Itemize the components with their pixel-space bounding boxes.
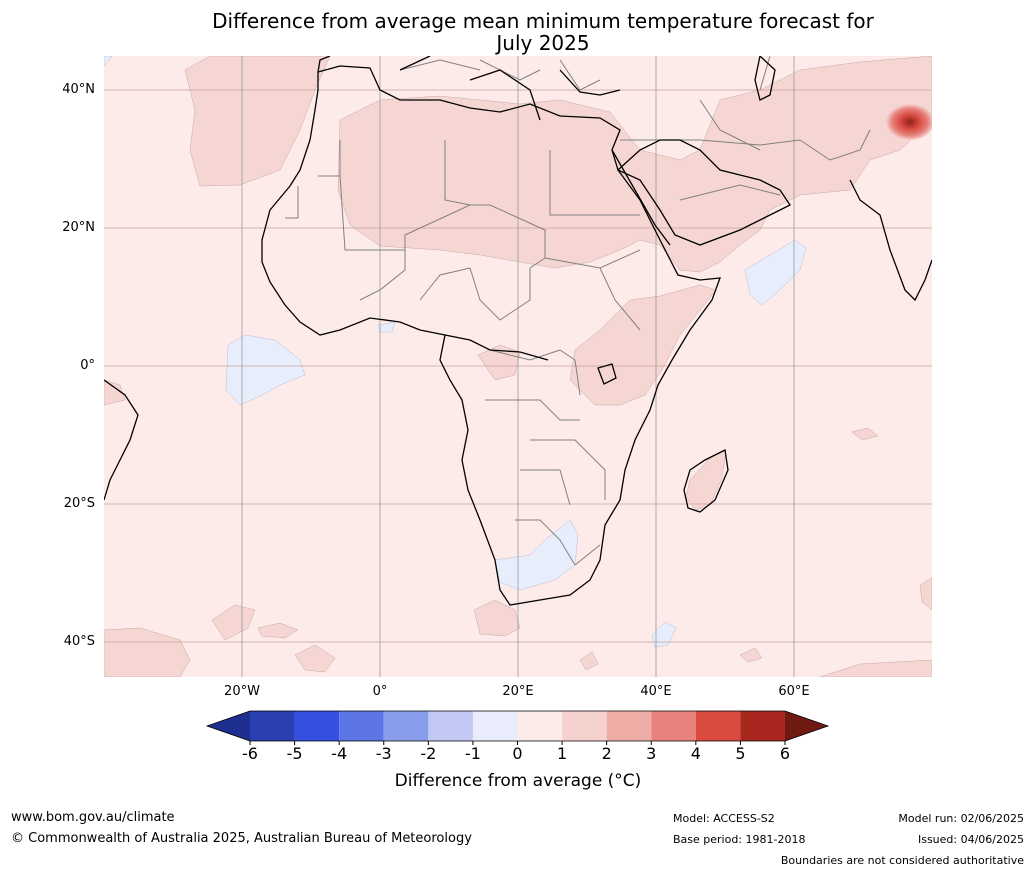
lake-victoria [597, 363, 617, 385]
warm-region-east-edge [919, 577, 932, 611]
caspian-coastline [754, 56, 776, 101]
colorbar-segment [606, 711, 652, 741]
lat-label: 40°N [62, 82, 95, 97]
lat-label: 20°S [63, 496, 95, 511]
south-america-coastline [104, 379, 139, 501]
colorbar-segment [383, 711, 429, 741]
colorbar-segment [562, 711, 607, 741]
colorbar-label: Difference from average (°C) [394, 771, 642, 791]
title-line-1: Difference from average mean minimum tem… [212, 9, 874, 33]
warm-region-south-atlantic [104, 627, 191, 677]
colorbar-segment [339, 711, 384, 741]
colorbar [205, 710, 830, 745]
gulf-of-guinea-coast [444, 334, 549, 361]
warm-region-small-6 [579, 651, 599, 671]
lon-label: 20°E [502, 684, 534, 699]
lat-label: 40°S [63, 634, 95, 649]
colorbar-segment [517, 711, 563, 741]
warm-region-congo [477, 344, 521, 381]
colorbar-segment [250, 711, 295, 741]
cool-region-northwest-corner [104, 56, 113, 67]
red-sea-coastline [611, 149, 671, 246]
colorbar-segment [740, 711, 785, 741]
lon-label: 40°E [640, 684, 672, 699]
warm-region-cape [473, 599, 521, 637]
colorbar-tick-label: -5 [286, 744, 303, 763]
colorbar-segment [472, 711, 518, 741]
cool-region-gulf-small [377, 321, 396, 333]
colorbar-tick-label: 5 [735, 744, 746, 763]
warm-region-atlantic-north [184, 56, 331, 187]
warm-region-small-1 [211, 604, 256, 641]
cool-region-arabian-sea [744, 239, 807, 306]
colorbar-max-extension [785, 711, 828, 741]
lat-label: 0° [80, 358, 95, 373]
warm-region-west-edge [104, 379, 126, 406]
colorbar-tick-label: 6 [779, 744, 791, 763]
arabia-coastline [616, 139, 791, 246]
lon-label: 20°W [224, 684, 260, 699]
footer-issued: Issued: 04/06/2025 [917, 833, 1024, 846]
gridlines [104, 56, 932, 677]
colorbar-segment [695, 711, 741, 741]
cool-region-south-atlantic [651, 621, 677, 648]
colorbar-tick-label: 0 [512, 744, 523, 763]
colorbar-segment [651, 711, 696, 741]
warm-region-east-africa [569, 284, 717, 406]
lon-label: 0° [372, 684, 388, 699]
europe-coastline [317, 56, 621, 121]
colorbar-tick-label: 1 [556, 744, 568, 763]
warm-region-small-4 [851, 427, 879, 441]
footer-disclaimer: Boundaries are not considered authoritat… [780, 854, 1024, 867]
africa-coastline [261, 65, 721, 606]
colorbar-tick-label: -4 [331, 744, 348, 763]
footer-model: Model: ACCESS-S2 [673, 812, 775, 825]
hotspot-anomaly [886, 104, 932, 140]
colorbar-tick-label: -3 [375, 744, 392, 763]
colorbar-tick-label: -1 [464, 744, 481, 763]
coastlines [104, 56, 932, 606]
warm-region-southeast [819, 659, 932, 677]
warm-region-small-5 [739, 647, 763, 663]
warm-region-small-2 [294, 644, 336, 673]
colorbar-tick-label: 2 [601, 744, 612, 763]
map-title: Difference from average mean minimum tem… [104, 10, 982, 54]
lon-label: 60°E [778, 684, 810, 699]
colorbar-tick-label: 3 [646, 744, 657, 763]
colorbar-segment [428, 711, 473, 741]
colorbar-tick-label: 4 [690, 744, 701, 763]
warm-region-small-3 [257, 622, 299, 639]
colorbar-tick-label: -2 [420, 744, 437, 763]
footer-copyright: © Commonwealth of Australia 2025, Austra… [11, 831, 472, 846]
cool-region-gulf-of-guinea [225, 334, 306, 406]
footer-website: www.bom.gov.au/climate [11, 810, 175, 825]
madagascar-coastline [683, 449, 729, 513]
footer-base-period: Base period: 1981-2018 [673, 833, 806, 846]
colorbar-min-extension [207, 711, 250, 741]
footer-model-run: Model run: 02/06/2025 [898, 812, 1024, 825]
colorbar-tick-label: -6 [242, 744, 258, 763]
colorbar-segment [294, 711, 340, 741]
india-coastline [849, 179, 932, 302]
lat-label: 20°N [62, 220, 95, 235]
title-line-2: July 2025 [496, 31, 590, 55]
